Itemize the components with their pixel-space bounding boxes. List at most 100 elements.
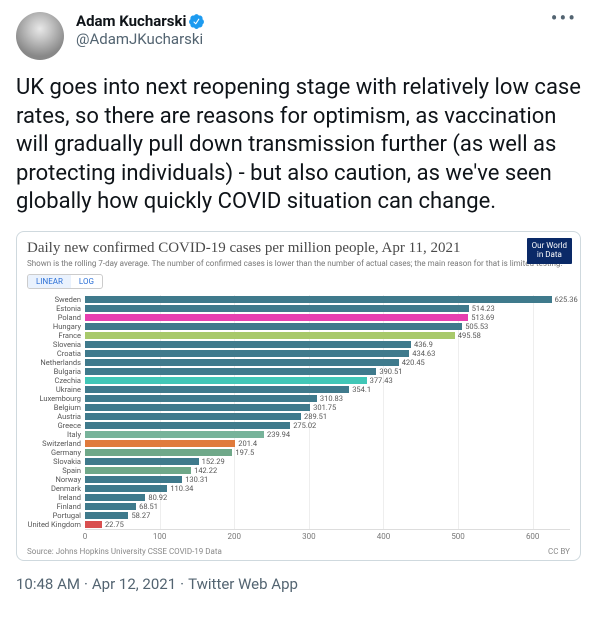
bar-fill bbox=[85, 440, 235, 447]
bar-row: Portugal58.27 bbox=[27, 511, 570, 520]
tweet-header: Adam Kucharski @AdamJKucharski ••• bbox=[16, 12, 581, 60]
user-names: Adam Kucharski @AdamJKucharski bbox=[76, 12, 547, 48]
bar-fill bbox=[85, 296, 552, 303]
axis-tick: 500 bbox=[451, 532, 465, 541]
bar-value: 289.51 bbox=[304, 412, 327, 421]
bar-label: France bbox=[27, 331, 85, 340]
bar-track: 390.51 bbox=[85, 368, 570, 375]
bar-label: Germany bbox=[27, 448, 85, 457]
bar-fill bbox=[85, 485, 167, 492]
bar-value: 130.31 bbox=[185, 475, 208, 484]
bar-row: United Kingdom22.75 bbox=[27, 520, 570, 529]
bar-value: 68.51 bbox=[139, 502, 158, 511]
tweet-body: UK goes into next reopening stage with r… bbox=[16, 74, 581, 217]
bar-row: Luxembourg310.83 bbox=[27, 394, 570, 403]
bar-row: Germany197.5 bbox=[27, 448, 570, 457]
scale-toggle[interactable]: LINEAR LOG bbox=[27, 274, 103, 289]
bar-track: 513.69 bbox=[85, 314, 570, 321]
chart-card[interactable]: Our World in Data Daily new confirmed CO… bbox=[16, 231, 581, 561]
bar-row: Spain142.22 bbox=[27, 466, 570, 475]
bar-fill bbox=[85, 467, 191, 474]
bar-track: 514.23 bbox=[85, 305, 570, 312]
user-handle[interactable]: @AdamJKucharski bbox=[76, 30, 547, 48]
bar-label: Bulgaria bbox=[27, 367, 85, 376]
bar-row: Slovakia152.29 bbox=[27, 457, 570, 466]
bar-fill bbox=[85, 314, 468, 321]
bar-label: Slovakia bbox=[27, 457, 85, 466]
bar-track: 80.92 bbox=[85, 494, 570, 501]
bar-value: 239.94 bbox=[267, 430, 290, 439]
axis-tick: 100 bbox=[153, 532, 167, 541]
bar-row: Slovenia 436.9 bbox=[27, 340, 570, 349]
bar-value: 58.27 bbox=[131, 511, 150, 520]
bar-value: 513.69 bbox=[471, 313, 494, 322]
bar-track: 152.29 bbox=[85, 458, 570, 465]
toggle-log[interactable]: LOG bbox=[71, 275, 102, 288]
bar-label: Ukraine bbox=[27, 385, 85, 394]
owid-badge-line2: in Data bbox=[532, 251, 567, 260]
axis-tick: 0 bbox=[83, 532, 88, 541]
bar-track: 275.02 bbox=[85, 422, 570, 429]
bar-value: 514.23 bbox=[472, 304, 495, 313]
bar-fill bbox=[85, 359, 399, 366]
bar-row: Belgium301.75 bbox=[27, 403, 570, 412]
tweet-meta: 10:48 AM·Apr 12, 2021·Twitter Web App bbox=[16, 575, 581, 593]
bar-row: Poland 513.69 bbox=[27, 313, 570, 322]
tweet-time[interactable]: 10:48 AM bbox=[16, 575, 80, 593]
avatar[interactable] bbox=[16, 12, 64, 60]
bar-track: 625.36 bbox=[85, 296, 570, 303]
bar-fill bbox=[85, 395, 317, 402]
bar-value: 354.1 bbox=[352, 385, 371, 394]
bar-track: 58.27 bbox=[85, 512, 570, 519]
bar-value: 436.9 bbox=[414, 340, 433, 349]
bar-track: 201.4 bbox=[85, 440, 570, 447]
bar-label: Slovenia bbox=[27, 340, 85, 349]
axis-tick: 300 bbox=[302, 532, 316, 541]
bar-label: Poland bbox=[27, 313, 85, 322]
bar-track: 505.53 bbox=[85, 323, 570, 330]
bar-fill bbox=[85, 377, 367, 384]
bar-label: Czechia bbox=[27, 376, 85, 385]
bar-label: Spain bbox=[27, 466, 85, 475]
owid-badge: Our World in Data bbox=[527, 238, 572, 264]
bar-track: 110.34 bbox=[85, 485, 570, 492]
axis-tick: 400 bbox=[377, 532, 391, 541]
bar-fill bbox=[85, 521, 102, 528]
bar-label: Hungary bbox=[27, 322, 85, 331]
bar-row: Hungary 505.53 bbox=[27, 322, 570, 331]
bar-label: Luxembourg bbox=[27, 394, 85, 403]
bar-fill bbox=[85, 368, 376, 375]
verified-icon bbox=[188, 13, 205, 30]
chart-footer: Source: Johns Hopkins University CSSE CO… bbox=[27, 547, 570, 556]
bar-chart: Sweden625.36Estonia514.23Poland513.69Hun… bbox=[27, 295, 570, 543]
bar-track: 289.51 bbox=[85, 413, 570, 420]
bar-fill bbox=[85, 305, 469, 312]
bar-value: 390.51 bbox=[379, 367, 402, 376]
tweet-container: Adam Kucharski @AdamJKucharski ••• UK go… bbox=[0, 0, 597, 601]
bar-label: Sweden bbox=[27, 295, 85, 304]
bar-fill bbox=[85, 503, 136, 510]
tweet-source[interactable]: Twitter Web App bbox=[188, 575, 298, 593]
bar-row: Ukraine 354.1 bbox=[27, 385, 570, 394]
bar-track: 310.83 bbox=[85, 395, 570, 402]
bar-row: Denmark110.34 bbox=[27, 484, 570, 493]
tweet-date[interactable]: Apr 12, 2021 bbox=[92, 575, 176, 593]
bar-value: 201.4 bbox=[238, 439, 257, 448]
display-name-row[interactable]: Adam Kucharski bbox=[76, 12, 547, 30]
bar-track: 495.58 bbox=[85, 332, 570, 339]
bar-value: 505.53 bbox=[465, 322, 488, 331]
bar-row: Sweden625.36 bbox=[27, 295, 570, 304]
bar-fill bbox=[85, 512, 128, 519]
bar-row: France495.58 bbox=[27, 331, 570, 340]
bar-fill bbox=[85, 431, 264, 438]
bar-track: 22.75 bbox=[85, 521, 570, 528]
bar-row: Greece275.02 bbox=[27, 421, 570, 430]
bar-fill bbox=[85, 422, 290, 429]
toggle-linear[interactable]: LINEAR bbox=[28, 275, 71, 288]
more-button[interactable]: ••• bbox=[547, 12, 581, 24]
bar-track: 197.5 bbox=[85, 449, 570, 456]
bar-track: 434.63 bbox=[85, 350, 570, 357]
bar-fill bbox=[85, 323, 462, 330]
bar-fill bbox=[85, 413, 301, 420]
bar-value: 275.02 bbox=[293, 421, 316, 430]
